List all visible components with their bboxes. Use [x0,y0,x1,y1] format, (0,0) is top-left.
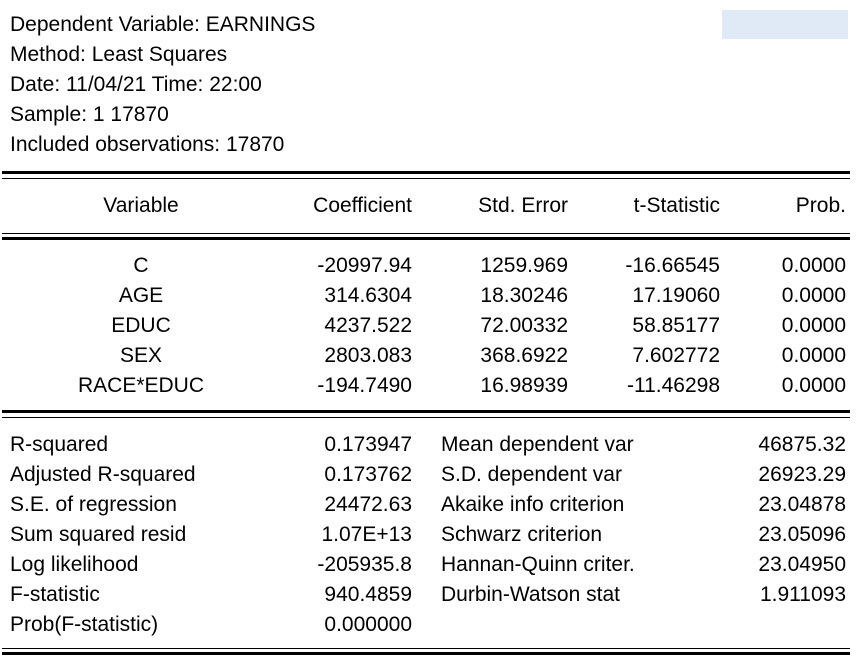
stat-value: 23.04950 [758,553,846,576]
header-prob: Prob. [795,194,846,217]
stat-label: Sum squared resid [10,523,187,546]
header-t-statistic: t-Statistic [633,194,720,217]
coefficient-value: 2803.083 [324,344,412,367]
selected-cell-highlight[interactable] [722,10,848,39]
t-statistic-value: -11.46298 [626,374,720,397]
variable-name: SEX [119,344,163,367]
coefficient-value: -194.7490 [317,374,412,397]
date-time-line: Date: 11/04/21 Time: 22:00 [10,73,262,96]
t-statistic-value: 7.602772 [632,344,720,367]
prob-value: 0.0000 [781,344,846,367]
coefficient-value: 4237.522 [324,314,412,337]
stat-value: 0.173762 [324,463,412,486]
variable-name: RACE*EDUC [77,374,205,397]
stat-label: Akaike info criterion [441,493,625,516]
stat-label: Prob(F-statistic) [10,613,159,636]
stat-value: -205935.8 [317,553,412,576]
bottom-rule-thin [2,648,850,649]
std-error-value: 1259.969 [480,254,568,277]
bottom-rule-thick [2,652,850,655]
header-variable: Variable [103,194,179,217]
stat-value: 26923.29 [758,463,846,486]
observations-line: Included observations: 17870 [10,133,285,156]
sample-line: Sample: 1 17870 [10,103,169,126]
header-std-error: Std. Error [478,194,568,217]
stat-label: R-squared [10,433,109,456]
header-coefficient: Coefficient [313,194,412,217]
stat-value: 46875.32 [758,433,846,456]
stat-value: 0.000000 [324,613,412,636]
coefficient-value: -20997.94 [317,254,412,277]
header-rule-thin [2,233,850,234]
stat-label: Hannan-Quinn criter. [441,553,635,576]
stat-value: 940.4859 [324,583,412,606]
stat-label: S.E. of regression [10,493,177,516]
t-statistic-value: 17.19060 [632,284,720,307]
prob-value: 0.0000 [781,284,846,307]
top-rule-thick [2,171,850,174]
middle-rule-thick [2,410,850,413]
std-error-value: 368.6922 [480,344,568,367]
header-rule-thick [2,237,850,240]
t-statistic-value: -16.66545 [625,254,720,277]
method-line: Method: Least Squares [10,43,228,66]
dependent-variable-line: Dependent Variable: EARNINGS [10,13,316,36]
coefficient-value: 314.6304 [324,284,412,307]
std-error-value: 16.98939 [480,374,568,397]
stat-label: F-statistic [10,583,100,606]
t-statistic-value: 58.85177 [632,314,720,337]
prob-value: 0.0000 [781,374,846,397]
middle-rule-thin [2,417,850,418]
stat-label: Durbin-Watson stat [441,583,620,606]
stat-value: 23.04878 [758,493,846,516]
stat-label: Log likelihood [10,553,139,576]
stat-value: 0.173947 [324,433,412,456]
prob-value: 0.0000 [781,254,846,277]
stat-value: 1.911093 [759,583,846,606]
stat-value: 1.07E+13 [321,523,412,546]
stat-label: Schwarz criterion [441,523,603,546]
prob-value: 0.0000 [781,314,846,337]
stat-label: Adjusted R-squared [10,463,196,486]
variable-name: C [133,254,149,277]
stat-label: Mean dependent var [441,433,634,456]
variable-name: AGE [118,284,164,307]
std-error-value: 72.00332 [480,314,568,337]
stat-label: S.D. dependent var [441,463,622,486]
stat-value: 23.05096 [758,523,846,546]
variable-name: EDUC [111,314,171,337]
top-rule-thin [2,178,850,179]
std-error-value: 18.30246 [480,284,568,307]
stat-value: 24472.63 [324,493,412,516]
